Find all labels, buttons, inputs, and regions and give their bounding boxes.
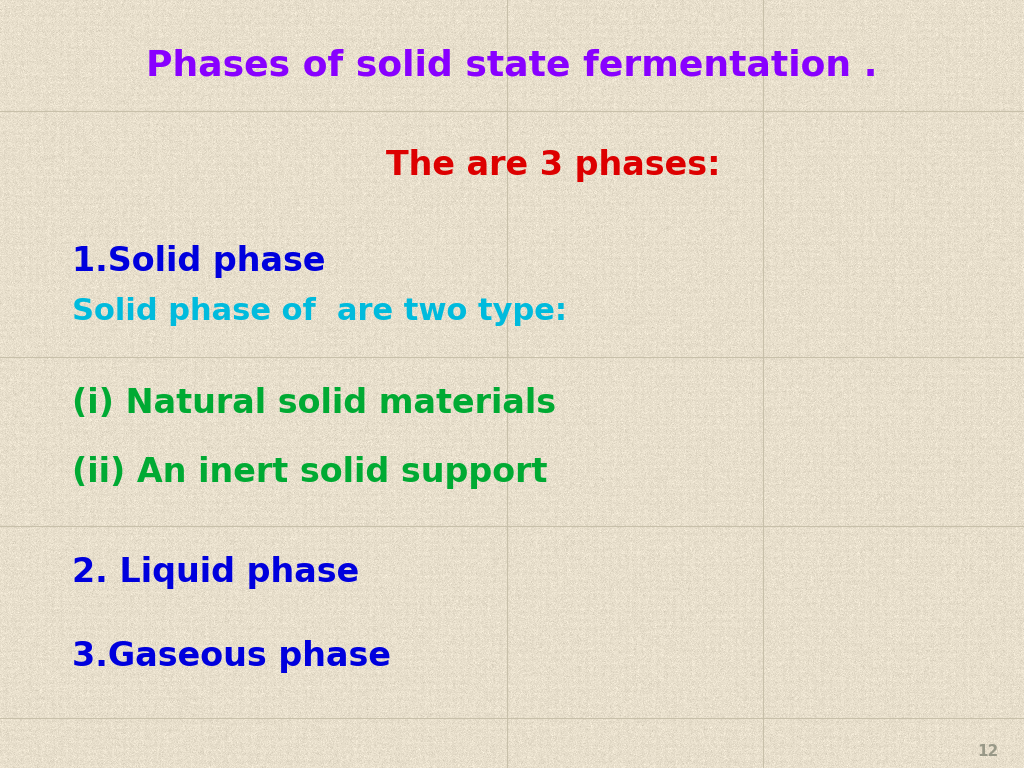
Text: The are 3 phases:: The are 3 phases: [386, 149, 720, 181]
Text: Solid phase of  are two type:: Solid phase of are two type: [72, 296, 566, 326]
Text: 3.Gaseous phase: 3.Gaseous phase [72, 641, 391, 673]
Text: (i) Natural solid materials: (i) Natural solid materials [72, 387, 556, 419]
Text: Phases of solid state fermentation .: Phases of solid state fermentation . [146, 48, 878, 82]
Text: 2. Liquid phase: 2. Liquid phase [72, 556, 359, 588]
Text: 12: 12 [977, 743, 998, 759]
Text: (ii) An inert solid support: (ii) An inert solid support [72, 456, 547, 488]
Text: 1.Solid phase: 1.Solid phase [72, 245, 326, 277]
